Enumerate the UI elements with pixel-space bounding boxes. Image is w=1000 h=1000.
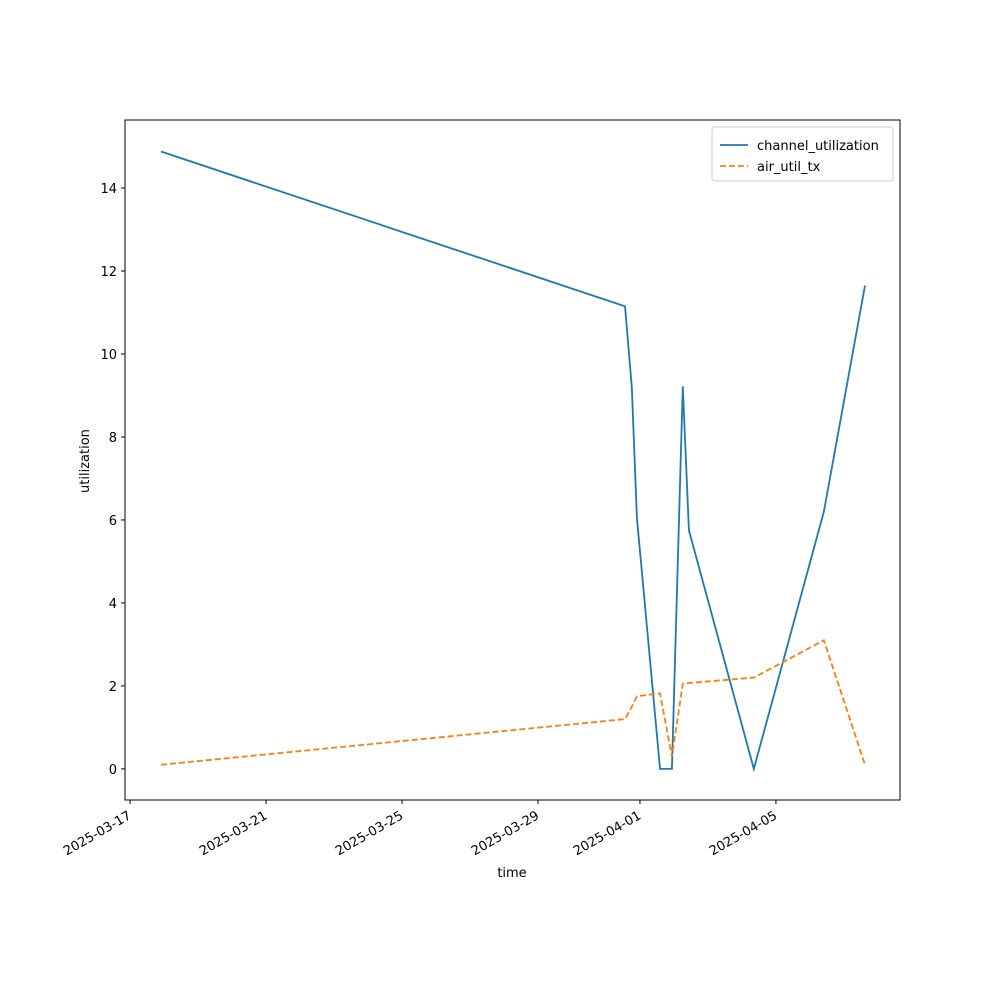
- plot-frame: [124, 119, 901, 801]
- y-tick-label: 2: [109, 680, 117, 695]
- series-line: [160, 638, 866, 766]
- y-tick-label: 6: [109, 514, 117, 529]
- y-tick-label: 8: [109, 431, 117, 446]
- x-axis-label: time: [497, 866, 526, 881]
- y-tick-label: 12: [100, 265, 117, 280]
- series-line: [160, 150, 866, 773]
- y-tick-label: 0: [109, 763, 117, 778]
- y-tick-label: 4: [109, 597, 117, 612]
- legend-box: [711, 126, 894, 182]
- legend-label: channel_utilization: [757, 139, 879, 154]
- y-tick-label: 10: [100, 348, 117, 363]
- y-tick-label: 14: [100, 182, 117, 197]
- y-axis-label: utilization: [78, 429, 93, 493]
- legend-label: air_util_tx: [757, 160, 821, 175]
